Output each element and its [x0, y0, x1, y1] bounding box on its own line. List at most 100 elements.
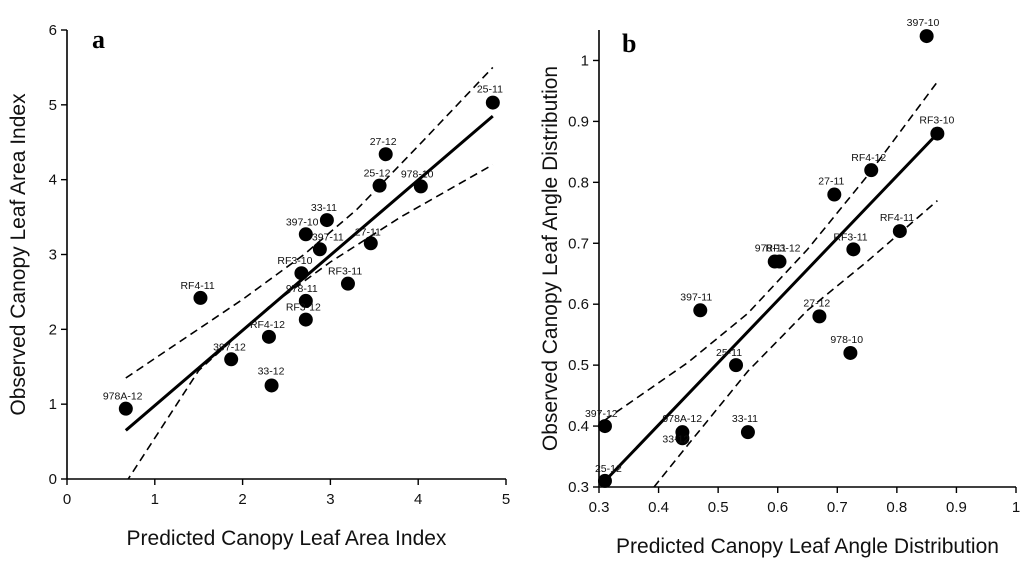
point-label: 33-11	[311, 202, 337, 214]
y-tick-label: 0.5	[568, 357, 589, 374]
chart-panel-a: 0 1 2 3 4 5 6 0 1 2 3 4 5 Predicted Canopy Leaf Area …	[7, 22, 510, 550]
point-label: 27-12	[370, 136, 397, 148]
point-label: 27-12	[803, 297, 830, 309]
y-tick-label: 1	[49, 396, 57, 413]
point-label: 33-12	[258, 365, 285, 377]
confidence-band-lower	[652, 199, 938, 487]
point-label: RF3-12	[286, 302, 321, 314]
data-point	[827, 187, 842, 202]
x-tick-label: 0	[63, 491, 71, 508]
regression-line	[603, 132, 939, 482]
y-tick-label: 0.6	[568, 296, 589, 313]
data-point	[319, 213, 334, 228]
data-point	[729, 358, 744, 373]
data-point	[298, 227, 313, 242]
y-tick-label: 5	[49, 97, 57, 114]
point-label: 397-10	[286, 216, 319, 228]
y-tick-label: 4	[49, 172, 57, 189]
data-point	[298, 312, 313, 327]
point-label: 25-12	[364, 168, 391, 180]
y-tick-label: 0.8	[568, 174, 589, 191]
data-point	[363, 236, 378, 251]
y-tick-label: 0.9	[568, 113, 589, 130]
data-point	[740, 425, 755, 440]
point-label: 978A-12	[662, 413, 702, 425]
point-label: RF3-10	[277, 255, 312, 267]
regression-line	[124, 114, 494, 432]
data-point	[294, 266, 309, 281]
point-label: 978-10	[830, 334, 863, 346]
x-tick-label: 0.8	[886, 499, 907, 516]
y-axis-label: Observed Canopy Leaf Area Index	[7, 93, 30, 416]
data-point	[340, 276, 355, 291]
x-tick-label: 5	[502, 491, 510, 508]
point-label: RF3-10	[919, 115, 954, 127]
data-point	[846, 242, 861, 257]
data-point	[264, 378, 279, 393]
data-point	[812, 309, 827, 324]
x-axis-label: Predicted Canopy Leaf Area Index	[127, 527, 447, 550]
point-label: 978-11	[755, 243, 787, 255]
point-label: RF3-11	[328, 266, 362, 278]
point-label: RF4-11	[180, 280, 214, 292]
data-point	[378, 147, 393, 162]
data-point	[193, 290, 208, 305]
y-tick-label: 3	[49, 247, 57, 264]
point-label: 33-11	[732, 413, 758, 425]
point-label: 25-12	[595, 463, 622, 475]
panel-label: a	[92, 25, 105, 54]
y-tick-label: 0.3	[568, 479, 589, 496]
data-point	[892, 224, 907, 239]
data-point	[693, 303, 708, 318]
x-tick-label: 0.5	[708, 499, 729, 516]
x-tick-label: 1	[151, 491, 159, 508]
data-point	[919, 29, 934, 44]
point-label: 27-11	[355, 226, 381, 238]
point-label: 978A-12	[103, 391, 143, 403]
x-tick-label: 0.3	[589, 499, 610, 516]
data-point	[261, 329, 276, 344]
x-axis-label: Predicted Canopy Leaf Angle Distribution	[616, 535, 999, 558]
data-point	[224, 352, 239, 367]
point-label: 978-10	[401, 168, 434, 180]
y-tick-label: 6	[49, 22, 57, 39]
data-point	[485, 95, 500, 110]
x-tick-label: 1	[1012, 499, 1020, 516]
x-tick-label: 0.6	[767, 499, 788, 516]
x-tick-label: 4	[414, 491, 422, 508]
data-point	[118, 401, 133, 416]
point-label: 27-11	[818, 176, 844, 188]
data-point	[772, 254, 787, 269]
y-tick-label: 0	[49, 471, 57, 488]
y-tick-label: 0.7	[568, 235, 589, 252]
data-point	[597, 473, 612, 488]
y-axis-label: Observed Canopy Leaf Angle Distribution	[539, 66, 562, 451]
point-label: 25-11	[477, 84, 503, 96]
point-label: 397-11	[680, 291, 712, 303]
y-tick-label: 1	[581, 52, 589, 69]
x-tick-label: 0.7	[827, 499, 848, 516]
data-point	[597, 419, 612, 434]
point-label: 25-11	[716, 347, 742, 359]
x-tick-label: 0.4	[648, 499, 669, 516]
point-label: 397-12	[213, 341, 246, 353]
point-label: RF4-12	[851, 152, 886, 164]
point-label: 978-11	[286, 283, 318, 295]
data-point	[312, 242, 327, 257]
data-point	[930, 126, 945, 141]
data-point	[298, 293, 313, 308]
point-label: RF3-11	[833, 231, 867, 243]
y-tick-label: 0.4	[568, 418, 589, 435]
x-tick-label: 3	[326, 491, 334, 508]
data-point	[864, 163, 879, 178]
point-label: RF4-12	[250, 319, 285, 331]
point-label: RF3-12	[766, 243, 801, 255]
point-label: 33-12	[662, 433, 689, 445]
x-tick-label: 2	[238, 491, 246, 508]
point-label: 397-10	[907, 17, 940, 29]
confidence-band-upper	[604, 81, 939, 421]
x-tick-label: 0.9	[946, 499, 967, 516]
point-label: 397-12	[585, 408, 618, 420]
confidence-band-lower	[127, 164, 494, 479]
